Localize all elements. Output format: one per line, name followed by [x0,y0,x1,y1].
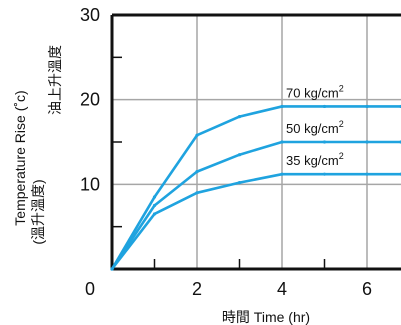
series-point-1-5 [322,140,327,144]
series-point-1-6 [365,140,369,144]
series-point-2-2 [195,191,199,195]
series-label-1: 50 kg/cm2 [286,119,344,136]
axes-group [110,13,401,271]
series-point-1-1 [152,203,157,208]
series-point-1-2 [195,170,199,174]
series-point-1-4 [280,140,284,144]
series-label-sup-0: 2 [339,83,344,93]
y-tick-label-20: 20 [80,90,100,110]
labels-group: 時間 Time (hr) Temperature Rise (˚c) 油上升溫度… [12,45,310,325]
series-point-0-2 [195,133,199,137]
series-point-0-5 [322,104,327,109]
series-point-0-6 [365,104,369,109]
series-point-2-0 [110,267,114,271]
series-point-2-1 [152,212,157,216]
x-tick-label-2: 2 [192,279,202,299]
series-point-0-1 [152,195,157,199]
series-group: 70 kg/cm2 50 kg/cm2 35 kg/cm2 [110,83,401,271]
ticks-group: 0 2 4 6 10 20 30 [80,5,372,299]
y-tick-label-30: 30 [80,5,100,25]
series-point-2-6 [365,172,369,176]
series-label-2: 35 kg/cm2 [286,151,344,168]
x-tick-label-6: 6 [362,279,372,299]
x-tick-label-0: 0 [85,279,95,299]
series-point-2-5 [322,172,327,176]
series-line-0 [110,105,401,271]
x-tick-label-4: 4 [277,279,287,299]
series-label-0: 70 kg/cm2 [286,83,344,100]
series-point-0-4 [280,104,284,109]
series-point-2-4 [280,172,284,176]
y-axis-title-cn-sub: (溫升溫度) [30,179,46,244]
series-label-sup-2: 2 [339,151,344,161]
x-axis-title: 時間 Time (hr) [222,309,310,325]
series-point-2-3 [237,181,242,185]
y-axis-title: Temperature Rise (˚c) [12,90,28,225]
series-point-0-3 [237,115,242,119]
y-axis-title-cn: 油上升溫度 [47,45,63,115]
series-line-2 [110,172,401,271]
series-line-1 [110,140,401,271]
y-tick-label-10: 10 [80,174,100,194]
series-point-1-3 [237,153,242,157]
series-label-sup-1: 2 [339,119,344,129]
